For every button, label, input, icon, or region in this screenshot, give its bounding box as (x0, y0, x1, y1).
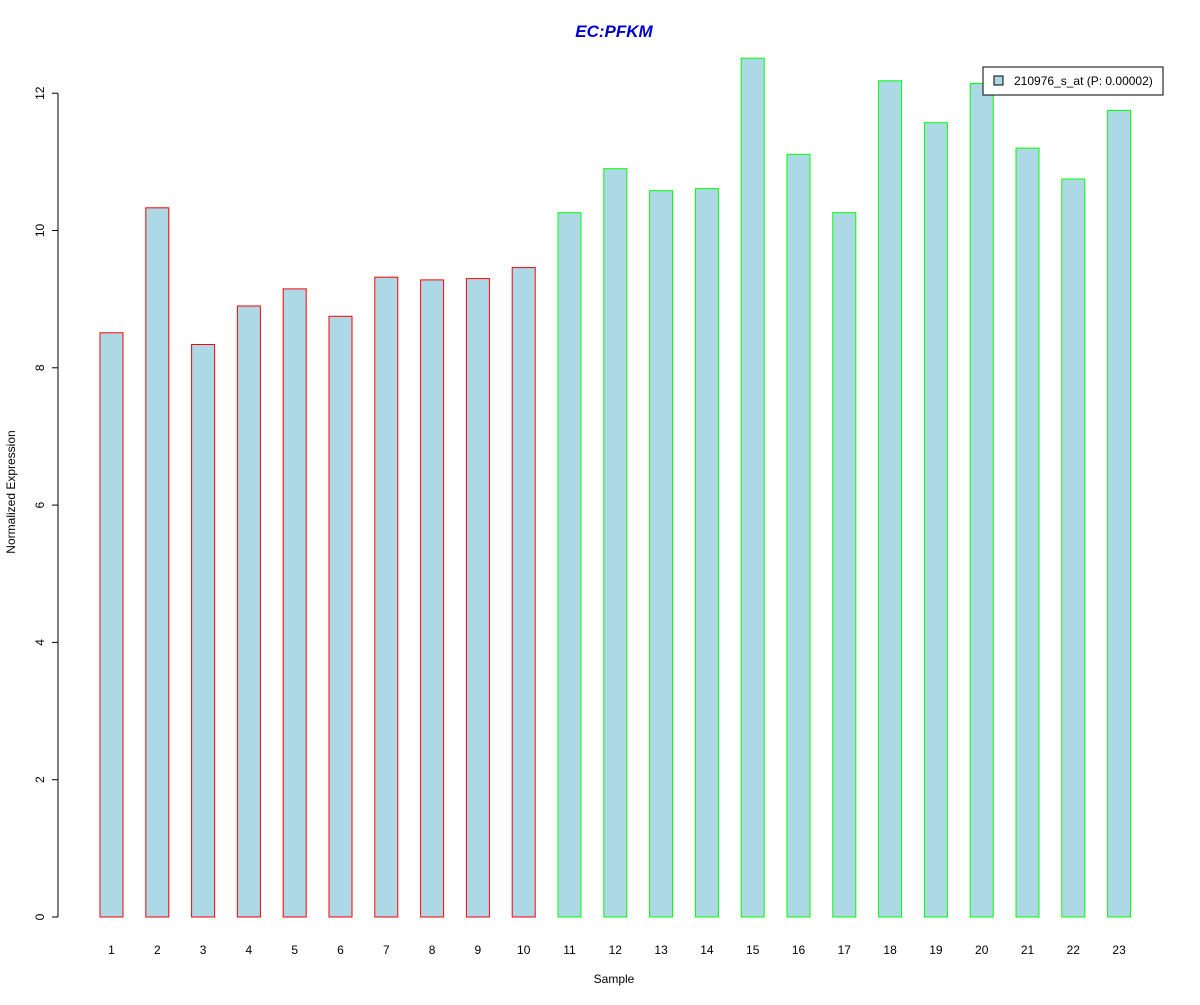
x-tick-label: 10 (517, 943, 531, 957)
bar-sample-9 (465, 278, 490, 918)
chart-title: EC:PFKM (575, 22, 653, 41)
y-tick-label: 6 (33, 501, 47, 508)
x-tick-label: 8 (429, 943, 436, 957)
x-tick-label: 14 (700, 943, 714, 957)
x-tick-label: 9 (475, 943, 482, 957)
bars-group (99, 57, 1132, 918)
y-tick-label: 2 (33, 776, 47, 783)
x-tick-label: 17 (838, 943, 852, 957)
y-tick-label: 12 (33, 86, 47, 100)
y-tick-label: 8 (33, 364, 47, 371)
bar-sample-5 (282, 288, 307, 918)
y-axis-label: Normalized Expression (4, 430, 18, 553)
x-tick-label: 11 (563, 943, 576, 957)
legend-label: 210976_s_at (P: 0.00002) (1014, 74, 1153, 88)
bar-sample-22 (1061, 178, 1086, 918)
bar-sample-1 (99, 332, 124, 918)
x-tick-label: 20 (975, 943, 989, 957)
x-tick-label: 16 (792, 943, 806, 957)
bar-sample-12 (603, 168, 628, 918)
bar-sample-6 (328, 315, 353, 918)
bar-sample-14 (694, 188, 719, 918)
x-tick-label: 3 (200, 943, 207, 957)
bar-sample-3 (191, 344, 216, 918)
bar-sample-8 (420, 279, 445, 918)
y-tick-label: 10 (33, 224, 47, 238)
bar-sample-18 (878, 80, 903, 918)
x-tick-label: 6 (337, 943, 344, 957)
x-tick-label: 1 (108, 943, 115, 957)
x-tick-label: 23 (1112, 943, 1126, 957)
x-axis-label: Sample (594, 972, 635, 986)
x-tick-label: 19 (929, 943, 943, 957)
bar-sample-21 (1015, 147, 1040, 918)
bar-sample-4 (236, 305, 261, 918)
bar-sample-19 (923, 122, 948, 918)
bar-sample-15 (740, 57, 765, 918)
legend-box (982, 66, 1164, 96)
legend: 210976_s_at (P: 0.00002) (982, 66, 1164, 96)
y-tick-label: 0 (33, 913, 47, 920)
x-tick-labels: 1 2 3 4 5 6 7 8 9 10 11 12 13 14 15 16 17 18 19 20 21 22 23 (108, 943, 1126, 957)
bar-sample-16 (786, 153, 811, 918)
y-tick-label: 4 (33, 639, 47, 646)
x-tick-label: 15 (746, 943, 760, 957)
x-tick-label: 12 (609, 943, 623, 957)
x-tick-label: 21 (1021, 943, 1035, 957)
y-axis: 0 2 4 6 8 10 12 (33, 86, 59, 920)
legend-swatch (993, 75, 1004, 86)
bar-sample-10 (511, 267, 536, 918)
x-tick-label: 22 (1067, 943, 1081, 957)
bar-sample-11 (557, 212, 582, 918)
bar-sample-7 (374, 276, 399, 918)
bar-sample-13 (649, 190, 674, 918)
x-tick-label: 5 (291, 943, 298, 957)
x-tick-label: 2 (154, 943, 161, 957)
bar-sample-17 (832, 212, 857, 918)
bar-sample-2 (145, 207, 170, 918)
x-tick-label: 13 (654, 943, 668, 957)
x-tick-label: 18 (883, 943, 897, 957)
x-tick-label: 7 (383, 943, 390, 957)
bar-sample-20 (969, 83, 994, 918)
bar-sample-23 (1107, 109, 1132, 918)
x-tick-label: 4 (246, 943, 253, 957)
